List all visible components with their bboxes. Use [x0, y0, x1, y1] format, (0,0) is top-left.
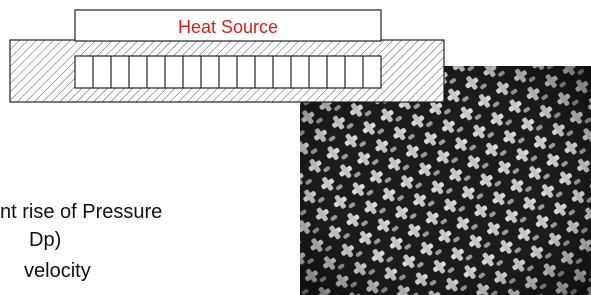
slide: Heat Source nt rise of Pressure Dp) velo… — [0, 0, 591, 295]
body-text: velocity — [24, 260, 91, 282]
body-text: Dp) — [29, 229, 61, 251]
channel-array — [75, 56, 381, 88]
heat-source-label: Heat Source — [178, 17, 278, 37]
body-text: nt rise of Pressure — [0, 201, 162, 223]
